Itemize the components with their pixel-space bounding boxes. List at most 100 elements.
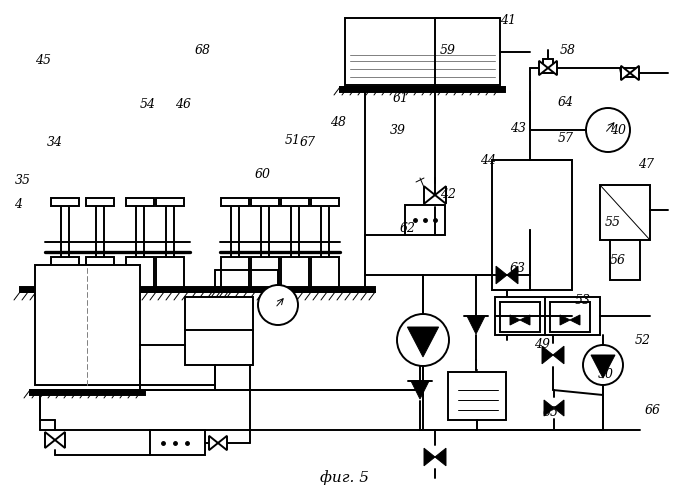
Bar — [215, 287, 375, 292]
Bar — [86, 257, 114, 287]
Text: 52: 52 — [635, 334, 651, 346]
Text: 39: 39 — [390, 124, 406, 136]
Bar — [495, 297, 600, 335]
Polygon shape — [411, 381, 429, 399]
Bar — [221, 198, 249, 206]
Bar — [126, 198, 154, 206]
Polygon shape — [435, 186, 446, 204]
Text: 51: 51 — [285, 134, 301, 146]
Bar — [221, 257, 249, 287]
Text: 63: 63 — [510, 262, 526, 274]
Bar — [51, 198, 79, 206]
Polygon shape — [218, 436, 227, 450]
Polygon shape — [520, 315, 530, 325]
Polygon shape — [554, 400, 564, 416]
Polygon shape — [544, 400, 554, 416]
Bar — [86, 198, 114, 206]
Bar — [291, 202, 299, 257]
Bar — [448, 372, 506, 420]
Polygon shape — [630, 66, 639, 80]
Polygon shape — [407, 327, 439, 357]
Polygon shape — [510, 315, 520, 325]
Polygon shape — [507, 266, 518, 284]
Text: 40: 40 — [610, 124, 626, 136]
Text: 43: 43 — [510, 122, 526, 134]
Text: 54: 54 — [140, 98, 156, 110]
Text: 44: 44 — [480, 154, 496, 166]
Bar — [492, 160, 572, 290]
Bar — [251, 257, 279, 287]
Polygon shape — [467, 316, 485, 334]
Polygon shape — [496, 266, 507, 284]
Text: 61: 61 — [393, 92, 409, 104]
Bar — [500, 302, 540, 332]
Bar — [405, 205, 445, 235]
Text: 35: 35 — [15, 174, 31, 186]
Bar — [156, 198, 184, 206]
Text: 4: 4 — [14, 198, 22, 211]
Text: 64: 64 — [558, 96, 574, 108]
Bar — [610, 240, 640, 280]
Text: 56: 56 — [610, 254, 626, 266]
Polygon shape — [560, 315, 570, 325]
Text: 46: 46 — [175, 98, 191, 110]
Bar — [550, 302, 590, 332]
Bar — [340, 87, 505, 92]
Bar — [126, 257, 154, 287]
Bar — [156, 257, 184, 287]
Bar — [311, 257, 339, 287]
Text: 62: 62 — [400, 222, 416, 234]
Text: 59: 59 — [440, 44, 456, 57]
Polygon shape — [539, 61, 548, 75]
Bar — [311, 198, 339, 206]
Bar — [543, 59, 553, 73]
Text: 48: 48 — [330, 116, 346, 128]
Circle shape — [586, 108, 630, 152]
Bar — [623, 68, 637, 77]
Bar — [321, 202, 329, 257]
Text: 49: 49 — [534, 338, 550, 351]
Polygon shape — [621, 66, 630, 80]
Bar — [261, 202, 269, 257]
Bar — [231, 202, 239, 257]
Text: 55: 55 — [605, 216, 621, 228]
Bar — [185, 297, 253, 365]
Text: 65: 65 — [543, 406, 559, 418]
Bar — [251, 198, 279, 206]
Text: 34: 34 — [47, 136, 63, 148]
Bar — [281, 198, 309, 206]
Polygon shape — [45, 432, 55, 448]
Text: 42: 42 — [440, 188, 456, 202]
Text: 67: 67 — [300, 136, 316, 148]
Text: 50: 50 — [598, 368, 614, 380]
Polygon shape — [591, 355, 615, 378]
Text: 57: 57 — [558, 132, 574, 144]
Polygon shape — [570, 315, 580, 325]
Bar — [30, 390, 145, 395]
Circle shape — [397, 314, 449, 366]
Bar — [150, 430, 205, 455]
Text: 45: 45 — [35, 54, 51, 66]
Text: фиг. 5: фиг. 5 — [319, 470, 369, 486]
Text: 41: 41 — [500, 14, 516, 26]
Text: 68: 68 — [195, 44, 211, 57]
Bar — [166, 202, 174, 257]
Text: 53: 53 — [575, 294, 591, 306]
Bar — [281, 257, 309, 287]
Text: 60: 60 — [255, 168, 271, 180]
Bar — [61, 202, 69, 257]
Text: 47: 47 — [638, 158, 654, 172]
Text: 66: 66 — [645, 404, 661, 416]
Bar — [136, 202, 144, 257]
Bar — [345, 18, 500, 85]
Bar — [96, 202, 104, 257]
Polygon shape — [553, 346, 564, 364]
Circle shape — [583, 345, 623, 385]
Circle shape — [258, 285, 298, 325]
Polygon shape — [55, 432, 65, 448]
Polygon shape — [424, 448, 435, 466]
Bar — [35, 265, 140, 385]
Text: 58: 58 — [560, 44, 576, 57]
Bar — [20, 287, 235, 292]
Polygon shape — [435, 448, 446, 466]
